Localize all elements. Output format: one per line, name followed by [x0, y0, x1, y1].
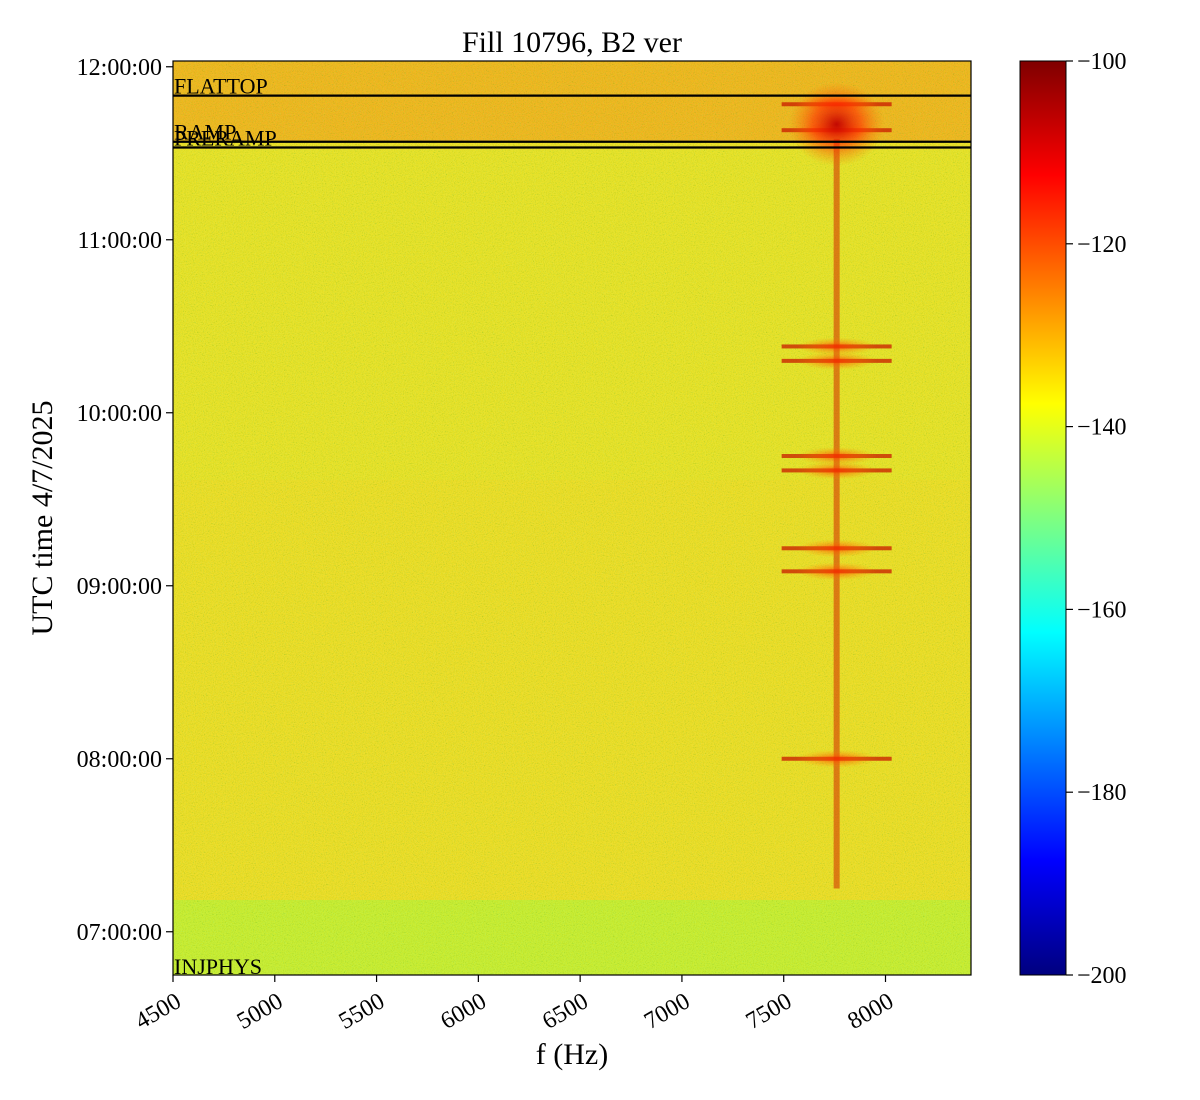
y-axis: 07:00:00 08:00:00 09:00:00 10:00:00 11:00:00…	[77, 55, 173, 946]
x-tick-label: 5500	[335, 988, 390, 1035]
feature-layer	[781, 82, 892, 889]
y-tick-label: 11:00:00	[78, 228, 162, 254]
plot-area	[173, 61, 971, 975]
ramp-hotspot	[788, 82, 885, 167]
y-tick-label: 12:00:00	[77, 55, 162, 81]
phase-label: INJPHYS	[174, 954, 262, 979]
phase-label: PRERAMP	[174, 125, 277, 150]
x-tick-label: 4500	[131, 988, 186, 1035]
x-tick-label: 5000	[233, 988, 288, 1035]
feature-spot	[796, 539, 877, 558]
colorbar-tick-label: −160	[1077, 597, 1127, 623]
y-tick-label: 08:00:00	[77, 747, 162, 773]
feature-spot	[796, 461, 877, 480]
y-axis-label: UTC time 4/7/2025	[26, 401, 59, 636]
noise-texture-green	[173, 61, 971, 975]
x-tick-label: 6000	[436, 988, 491, 1035]
phase-marker-lines	[173, 94, 971, 149]
colorbar-tick-label: −200	[1077, 963, 1127, 989]
colorbar-tick-label: −140	[1077, 415, 1127, 441]
colorbar-tick-label: −180	[1077, 780, 1127, 806]
feature-spot	[796, 562, 877, 581]
colorbar-ticks: −200 −180 −160 −140 −120 −100	[1066, 49, 1127, 989]
spectral-line-feature	[833, 138, 840, 889]
feature-spot	[796, 351, 877, 370]
x-tick-label: 6500	[538, 988, 593, 1035]
colorbar-tick-label: −100	[1077, 49, 1127, 75]
phase-label: RAMP	[174, 120, 236, 145]
phase-label: FLATTOP	[174, 74, 268, 99]
x-axis-label: f (Hz)	[536, 1038, 608, 1071]
colorbar: −200 −180 −160 −140 −120 −100	[1019, 49, 1127, 989]
x-tick-label: 8000	[844, 988, 899, 1035]
y-tick-label: 09:00:00	[77, 574, 162, 600]
y-tick-label: 07:00:00	[77, 920, 162, 946]
plot-frame	[172, 60, 972, 976]
x-tick-label: 7500	[742, 988, 797, 1035]
colorbar-gradient	[1019, 60, 1067, 976]
feature-spot	[796, 337, 877, 356]
x-axis: 4500 5000 5500 6000 6500 7000 7500 8000	[131, 975, 898, 1035]
x-tick-label: 7000	[640, 988, 695, 1035]
feature-spot	[796, 749, 877, 768]
feature-spot	[796, 447, 877, 466]
chart-title: Fill 10796, B2 ver	[462, 26, 682, 59]
colorbar-tick-label: −120	[1077, 232, 1127, 258]
y-tick-label: 10:00:00	[77, 401, 162, 427]
